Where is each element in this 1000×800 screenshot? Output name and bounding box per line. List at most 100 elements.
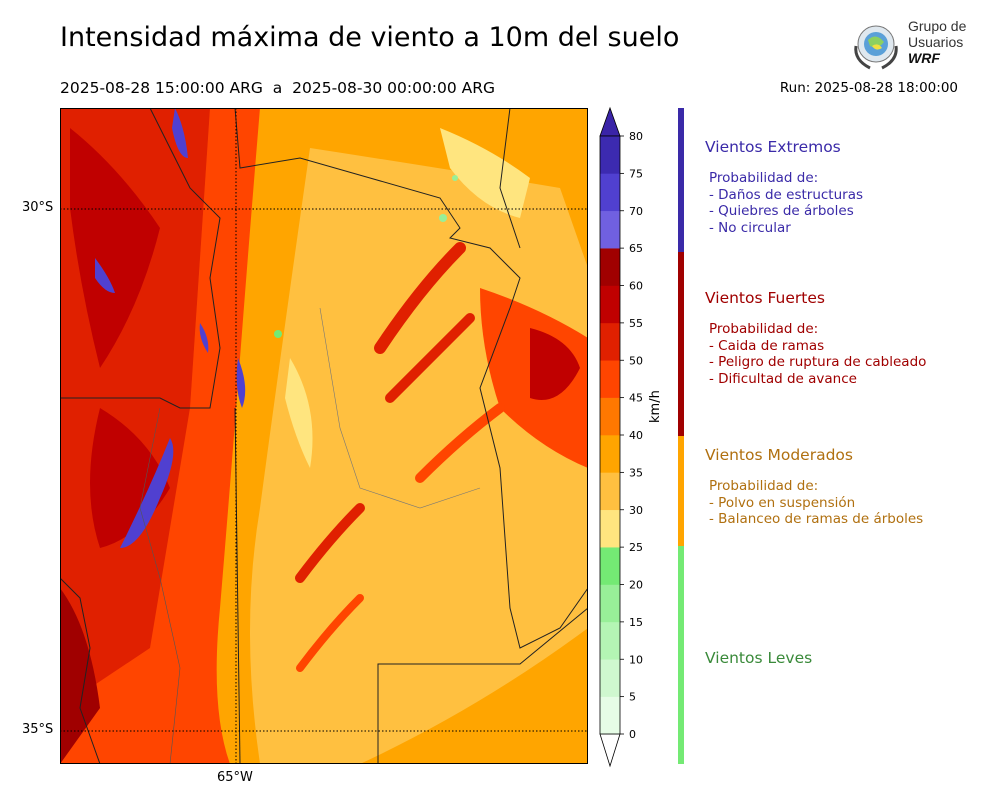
moderate-category-bar <box>678 436 684 546</box>
province-border <box>234 407 241 764</box>
logo-line-1: Grupo de <box>908 18 967 34</box>
light-wind-spot <box>274 330 282 338</box>
colorbar-tick-label: 30 <box>629 504 643 517</box>
colorbar-tick-label: 70 <box>629 205 643 218</box>
colorbar-under-triangle <box>599 733 621 768</box>
extreme-cell <box>95 258 115 293</box>
category-extreme: Vientos Extremos Probabilidad de: - Daño… <box>705 138 863 236</box>
province-border <box>234 108 588 649</box>
department-border <box>319 307 481 509</box>
province-border <box>377 607 588 764</box>
colorbar-tick-label: 65 <box>629 242 643 255</box>
colorbar-segment <box>600 659 620 697</box>
category-item: - No circular <box>709 219 791 236</box>
extreme-category-bar <box>678 108 684 252</box>
run-time: Run: 2025-08-28 18:00:00 <box>779 80 958 96</box>
category-item: - Peligro de ruptura de cableado <box>709 354 927 370</box>
colorbar-segment <box>600 210 620 249</box>
colorbar-unit: km/h <box>648 390 663 423</box>
light-wind-spot <box>452 175 458 181</box>
category-title: Vientos Leves <box>705 649 813 667</box>
colorbar-segment <box>600 360 620 398</box>
colorbar-segment <box>600 547 620 585</box>
colorbar-tick-label: 50 <box>629 354 643 367</box>
colorbar-segment <box>600 472 620 511</box>
colorbar-tick-label: 0 <box>629 728 636 741</box>
colorbar-tick-label: 10 <box>629 653 643 666</box>
strong-core <box>70 128 160 368</box>
colorbar-segment <box>600 435 620 473</box>
colorbar-segment <box>600 397 620 436</box>
colorbar-segment <box>600 696 620 735</box>
colorbar-tick-label: 75 <box>629 167 643 180</box>
colorbar-tick-label: 60 <box>629 280 643 293</box>
province-border <box>499 108 521 249</box>
wind-map <box>60 108 588 764</box>
colorbar: 0 5 10 15 20 25 30 35 40 45 50 55 60 65 70 75 80 <box>596 106 646 770</box>
map-frame <box>60 108 588 764</box>
strong-core <box>60 588 100 764</box>
country-border <box>60 577 101 764</box>
globe-laurel-icon <box>854 25 898 70</box>
colorbar-tick-label: 20 <box>629 579 643 592</box>
colorbar-tick-label: 35 <box>629 466 643 479</box>
map-title: Intensidad máxima de viento a 10m del su… <box>60 22 680 53</box>
category-intro: Probabilidad de: <box>709 478 819 494</box>
category-strong: Vientos Fuertes Probabilidad de: - Caida… <box>705 289 926 387</box>
colorbar-segment <box>600 509 620 548</box>
colorbar-scale: 0 5 10 15 20 25 30 35 40 45 50 55 60 65 70 75 80 <box>599 106 643 768</box>
logo-line-2: Usuarios <box>908 34 964 50</box>
strong-core <box>530 328 580 400</box>
light-patch <box>440 128 530 218</box>
department-border <box>139 407 181 764</box>
province-border <box>60 108 221 409</box>
colorbar-segment <box>600 584 620 623</box>
category-item: - Caida de ramas <box>709 337 825 354</box>
category-item: - Balanceo de ramas de árboles <box>709 511 924 527</box>
colorbar-tick-label: 15 <box>629 616 643 629</box>
colorbar-segment <box>600 136 620 174</box>
category-intro: Probabilidad de: <box>709 170 819 186</box>
wind-streak <box>385 313 475 403</box>
extreme-cell <box>172 108 188 158</box>
wind-streak <box>296 594 364 672</box>
valid-time-range: 2025-08-28 15:00:00 ARG a 2025-08-30 00:… <box>60 79 496 97</box>
category-item: - Quiebres de árboles <box>709 203 854 219</box>
category-intro: Probabilidad de: <box>709 321 819 337</box>
colorbar-tick-label: 25 <box>629 541 643 554</box>
wind-streak <box>295 503 365 583</box>
extreme-cell <box>199 323 209 353</box>
colorbar-tick-label: 55 <box>629 317 643 330</box>
category-moderate: Vientos Moderados Probabilidad de: - Pol… <box>705 446 923 528</box>
colorbar-tick-label: 5 <box>629 691 636 704</box>
colorbar-segment <box>600 285 620 324</box>
category-item: - Polvo en suspensión <box>709 494 856 511</box>
category-item: - Dificultad de avance <box>709 370 857 387</box>
wind-streak <box>415 403 505 483</box>
category-title: Vientos Extremos <box>705 138 841 156</box>
category-title: Vientos Moderados <box>705 446 853 464</box>
colorbar-segment <box>600 173 620 212</box>
colorbar-tick-label: 40 <box>629 429 643 442</box>
category-item: - Daños de estructuras <box>709 186 864 203</box>
colorbar-tick-label: 45 <box>629 392 643 405</box>
lon-label-65w: 65°W <box>217 770 253 785</box>
strong-category-bar <box>678 252 684 436</box>
colorbar-segment <box>600 621 620 660</box>
colorbar-segment <box>600 322 620 361</box>
lat-label-30s: 30°S <box>22 200 54 215</box>
wrf-users-logo: Grupo de Usuarios WRF <box>848 16 972 72</box>
wind-field <box>60 108 588 764</box>
light-wind-spot <box>439 214 447 222</box>
extreme-cell <box>236 358 246 408</box>
light-category-bar <box>678 546 684 764</box>
lat-label-35s: 35°S <box>22 722 54 737</box>
colorbar-segment <box>600 248 620 286</box>
category-title: Vientos Fuertes <box>705 289 825 307</box>
extreme-cell <box>120 438 174 548</box>
wind-streak <box>374 242 466 354</box>
colorbar-over-triangle <box>599 106 621 137</box>
light-patch <box>285 358 313 468</box>
category-light: Vientos Leves <box>705 649 812 667</box>
colorbar-tick-label: 80 <box>629 130 643 143</box>
